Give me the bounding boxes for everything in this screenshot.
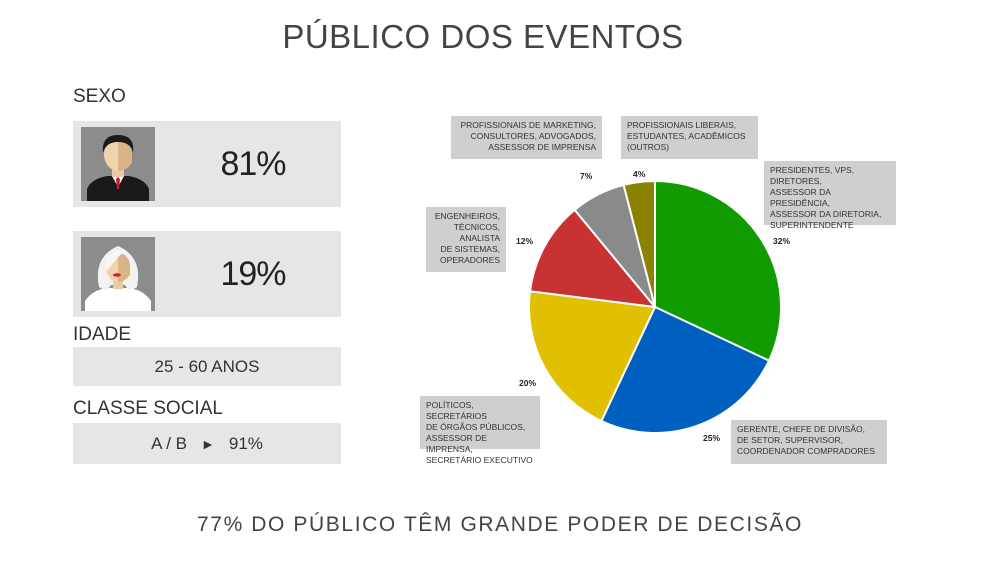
slice-pct-label: 7% — [580, 171, 593, 181]
callout-line: DE SISTEMAS, — [440, 244, 500, 254]
callout-line: GERENTE, CHEFE DE DIVISÃO, — [737, 424, 865, 434]
callout-line: ASSESSOR DE IMPRENSA, — [426, 433, 487, 454]
pie-slice — [528, 208, 658, 309]
slice-pct-label: 4% — [633, 169, 646, 179]
page-title: PÚBLICO DOS EVENTOS — [282, 18, 684, 55]
idade-label: IDADE — [73, 324, 132, 345]
footer-note: 77% DO PÚBLICO TÊM GRANDE PODER DE DECIS… — [197, 513, 803, 536]
callout-line: COORDENADOR COMPRADORES — [737, 446, 875, 456]
callout-presidentes: PRESIDENTES, VPS, DIRETORES, ASSESSOR DA P… — [764, 161, 896, 230]
callout-line: ASSESSOR DA PRESIDÊNCIA, — [770, 187, 831, 208]
classe-value: A / B — [151, 433, 188, 453]
slice-pct-label: 32% — [773, 236, 791, 246]
female-percent: 19% — [220, 255, 286, 293]
classe-row: A / B ► 91% — [73, 423, 341, 464]
callout-line: TÉCNICOS, — [453, 222, 500, 232]
callout-line: DE SETOR, SUPERVISOR, — [737, 435, 843, 445]
arrow-right-icon: ► — [201, 435, 215, 452]
male-avatar-icon — [81, 127, 155, 201]
callout-line: SECRETÁRIO EXECUTIVO — [426, 455, 533, 465]
male-percent: 81% — [220, 145, 286, 183]
callout-line: POLÍTICOS, SECRETÁRIOS — [426, 400, 487, 421]
pie-slice — [528, 290, 657, 423]
callout-politicos: POLÍTICOS, SECRETÁRIOS DE ÓRGÃOS PÚBLICOS… — [420, 396, 540, 465]
callout-line: OPERADORES — [440, 255, 500, 265]
callout-line: CONSULTORES, ADVOGADOS, — [470, 131, 596, 141]
slice-pct-label: 25% — [703, 433, 721, 443]
callout-line: (OUTROS) — [627, 142, 670, 152]
pie-slice — [600, 305, 771, 434]
idade-box: 25 - 60 ANOS — [73, 347, 341, 386]
pie-slice — [654, 179, 782, 362]
slice-pct-label: 20% — [519, 378, 537, 388]
callout-line: PRESIDENTES, VPS, — [770, 165, 855, 175]
callout-line: ANALISTA — [459, 233, 500, 243]
classe-box: A / B ► 91% — [73, 423, 341, 464]
callout-liberais: PROFISSIONAIS LIBERAIS, ESTUDANTES, ACADÊ… — [621, 116, 758, 159]
male-box: 81% — [73, 121, 341, 207]
callout-line: ESTUDANTES, ACADÊMICOS — [627, 131, 746, 141]
callout-line: ASSESSOR DE IMPRENSA — [488, 142, 596, 152]
female-box: 19% — [73, 231, 341, 317]
callout-line: DE ÓRGÃOS PÚBLICOS, — [426, 422, 526, 432]
callout-marketing: PROFISSIONAIS DE MARKETING, CONSULTORES, … — [451, 116, 602, 159]
female-avatar-icon — [81, 237, 155, 311]
slice-pct-label: 12% — [516, 236, 534, 246]
callout-line: ENGENHEIROS, — [434, 211, 500, 221]
idade-value: 25 - 60 ANOS — [154, 356, 260, 376]
callout-line: ASSESSOR DA DIRETORIA, — [770, 209, 882, 219]
callout-line: PROFISSIONAIS LIBERAIS, — [627, 120, 737, 130]
classe-percent: 91% — [228, 433, 263, 453]
callout-engenheiros: ENGENHEIROS, TÉCNICOS, ANALISTA DE SISTEMAS… — [426, 207, 506, 272]
callout-line: SUPERINTENDENTE — [770, 220, 854, 230]
callout-line: PROFISSIONAIS DE MARKETING, — [460, 120, 596, 130]
callout-line: DIRETORES, — [770, 176, 822, 186]
pie-slice — [622, 179, 656, 308]
callout-gerente: GERENTE, CHEFE DE DIVISÃO, DE SETOR, SUPE… — [731, 420, 887, 464]
classe-label: CLASSE SOCIAL — [73, 398, 223, 419]
sexo-label: SEXO — [73, 86, 126, 107]
